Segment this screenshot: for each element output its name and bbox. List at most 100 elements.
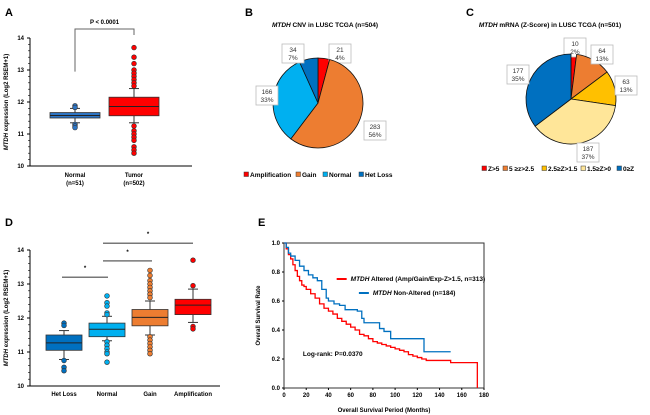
outlier-point <box>72 124 78 131</box>
outlier-point <box>131 83 137 89</box>
pie-slice-1 <box>290 59 364 149</box>
y-axis-label: MTDH expression (Log2 RSEM+1) <box>4 54 10 151</box>
x-tick-count: (n=502) <box>123 181 144 187</box>
box-body <box>88 322 126 338</box>
data-label-percent: 56% <box>368 132 381 139</box>
outlier-point <box>131 123 137 129</box>
x-tick-label: 140 <box>435 393 446 399</box>
x-axis-label: Overall Survival Period (Months) <box>338 408 431 414</box>
legend-label: 2.5≥Z>1.5 <box>548 166 578 173</box>
y-tick-label: 0.8 <box>272 270 281 276</box>
plot-frame <box>283 242 485 389</box>
outlier-point <box>131 60 137 67</box>
outlier-point <box>104 303 110 309</box>
y-tick-label: 12 <box>17 100 24 106</box>
data-label-box <box>614 75 638 96</box>
data-label-percent: 37% <box>581 154 594 161</box>
data-label-value: 10 <box>571 41 579 48</box>
legend-swatch <box>580 165 586 171</box>
legend-label: Amplification <box>250 172 291 179</box>
box-body <box>174 298 212 315</box>
panel-e-km-plot: 0 20 40 60 80 100 120 140 160 180 0.0 0.2 0.4 0.6 0.8 1… <box>256 241 490 414</box>
data-label-value: 34 <box>289 47 297 54</box>
box-gain <box>131 267 169 357</box>
legend-swatch <box>541 165 547 171</box>
panel-a-boxplot: 10 11 12 13 14 MTDH expression (Log2 RSEM+1) N… <box>4 20 192 187</box>
data-label-box <box>576 142 600 163</box>
legend-label: Normal <box>329 172 352 179</box>
box-tumor <box>108 44 160 156</box>
outlier-point <box>190 326 196 332</box>
outlier-point <box>61 322 67 329</box>
significance-mark: * <box>147 232 150 238</box>
legend-swatch <box>243 171 249 177</box>
panel-d-boxplot: 10 11 12 13 14 MTDH expression (Log2 RSEM+1) H… <box>4 232 220 398</box>
x-tick-label: Normal <box>97 392 118 398</box>
data-label-value: 63 <box>622 79 630 86</box>
outlier-point <box>147 294 153 301</box>
legend-label: MTDH Altered (Amp/Gain/Exp-Z>1.5, n=313) <box>351 276 486 283</box>
data-label-value: 166 <box>262 89 273 96</box>
y-tick-label: 1.0 <box>272 241 281 247</box>
y-tick-label: 14 <box>17 248 24 254</box>
data-label-value: 21 <box>336 47 344 54</box>
legend-label: Gain <box>302 172 316 179</box>
outlier-point <box>104 293 110 299</box>
outlier-point <box>147 351 153 357</box>
survival-curve-non-altered <box>284 242 451 353</box>
chart-title: MTDH mRNA (Z-Score) in LUSC TCGA (n=501) <box>479 22 621 29</box>
y-tick-label: 0.6 <box>272 299 281 305</box>
x-tick-label: Amplification <box>174 392 212 398</box>
panel-label-a: A <box>5 7 13 19</box>
x-tick-label: 160 <box>457 393 468 399</box>
x-tick-label: Normal <box>65 173 86 179</box>
log-rank-annotation: Log-rank: P=0.0370 <box>303 351 363 358</box>
legend-label: 0≥Z <box>623 166 634 173</box>
y-axis-label: MTDH expression (Log2 RSEM+1) <box>4 270 10 367</box>
significance-bracket <box>74 28 135 72</box>
data-label-percent: 7% <box>288 55 298 62</box>
y-tick-label: 10 <box>17 384 24 390</box>
outlier-point <box>190 257 196 263</box>
data-label-percent: 2% <box>570 49 580 56</box>
outlier-point <box>147 267 153 274</box>
data-label-value: 283 <box>370 124 381 131</box>
x-tick-label: 120 <box>412 393 423 399</box>
y-tick-label: 0.4 <box>272 328 281 334</box>
legend-swatch <box>481 165 487 171</box>
x-tick-label: 60 <box>347 393 354 399</box>
x-tick-count: (n=51) <box>66 181 84 187</box>
y-tick-label: 11 <box>18 132 25 138</box>
y-tick-label: 12 <box>17 316 24 322</box>
x-tick-label: Tumor <box>125 173 144 179</box>
data-label-box <box>506 64 530 85</box>
data-label-box <box>255 85 279 106</box>
y-tick-label: 0.2 <box>272 357 281 363</box>
data-label-value: 187 <box>583 146 594 153</box>
y-tick-label: 11 <box>18 350 25 356</box>
box-amplification <box>174 257 212 332</box>
x-tick-label: 180 <box>479 393 490 399</box>
legend-label: MTDH Non-Altered (n=184) <box>373 290 456 297</box>
legend-swatch <box>322 171 328 177</box>
data-label-percent: 35% <box>511 76 524 83</box>
data-label-value: 177 <box>513 68 524 75</box>
data-label-percent: 4% <box>335 55 345 62</box>
data-label-value: 64 <box>598 48 606 55</box>
panel-c-pie: MTDH mRNA (Z-Score) in LUSC TCGA (n=501)… <box>479 22 638 173</box>
panel-label-e: E <box>258 217 265 229</box>
y-tick-label: 0.0 <box>272 386 281 392</box>
y-axis-label: Overall Survival Rate <box>256 285 262 346</box>
x-tick-label: 0 <box>282 393 286 399</box>
x-tick-label: 40 <box>325 393 332 399</box>
outlier-point <box>61 357 67 364</box>
y-tick-label: 14 <box>17 36 24 42</box>
outlier-point <box>104 351 110 357</box>
panel-label-c: C <box>466 7 474 19</box>
outlier-point <box>131 150 137 156</box>
x-tick-label: Het Loss <box>51 392 77 398</box>
y-tick-label: 13 <box>17 68 24 74</box>
outlier-point <box>61 368 67 374</box>
data-label-box <box>590 44 614 65</box>
